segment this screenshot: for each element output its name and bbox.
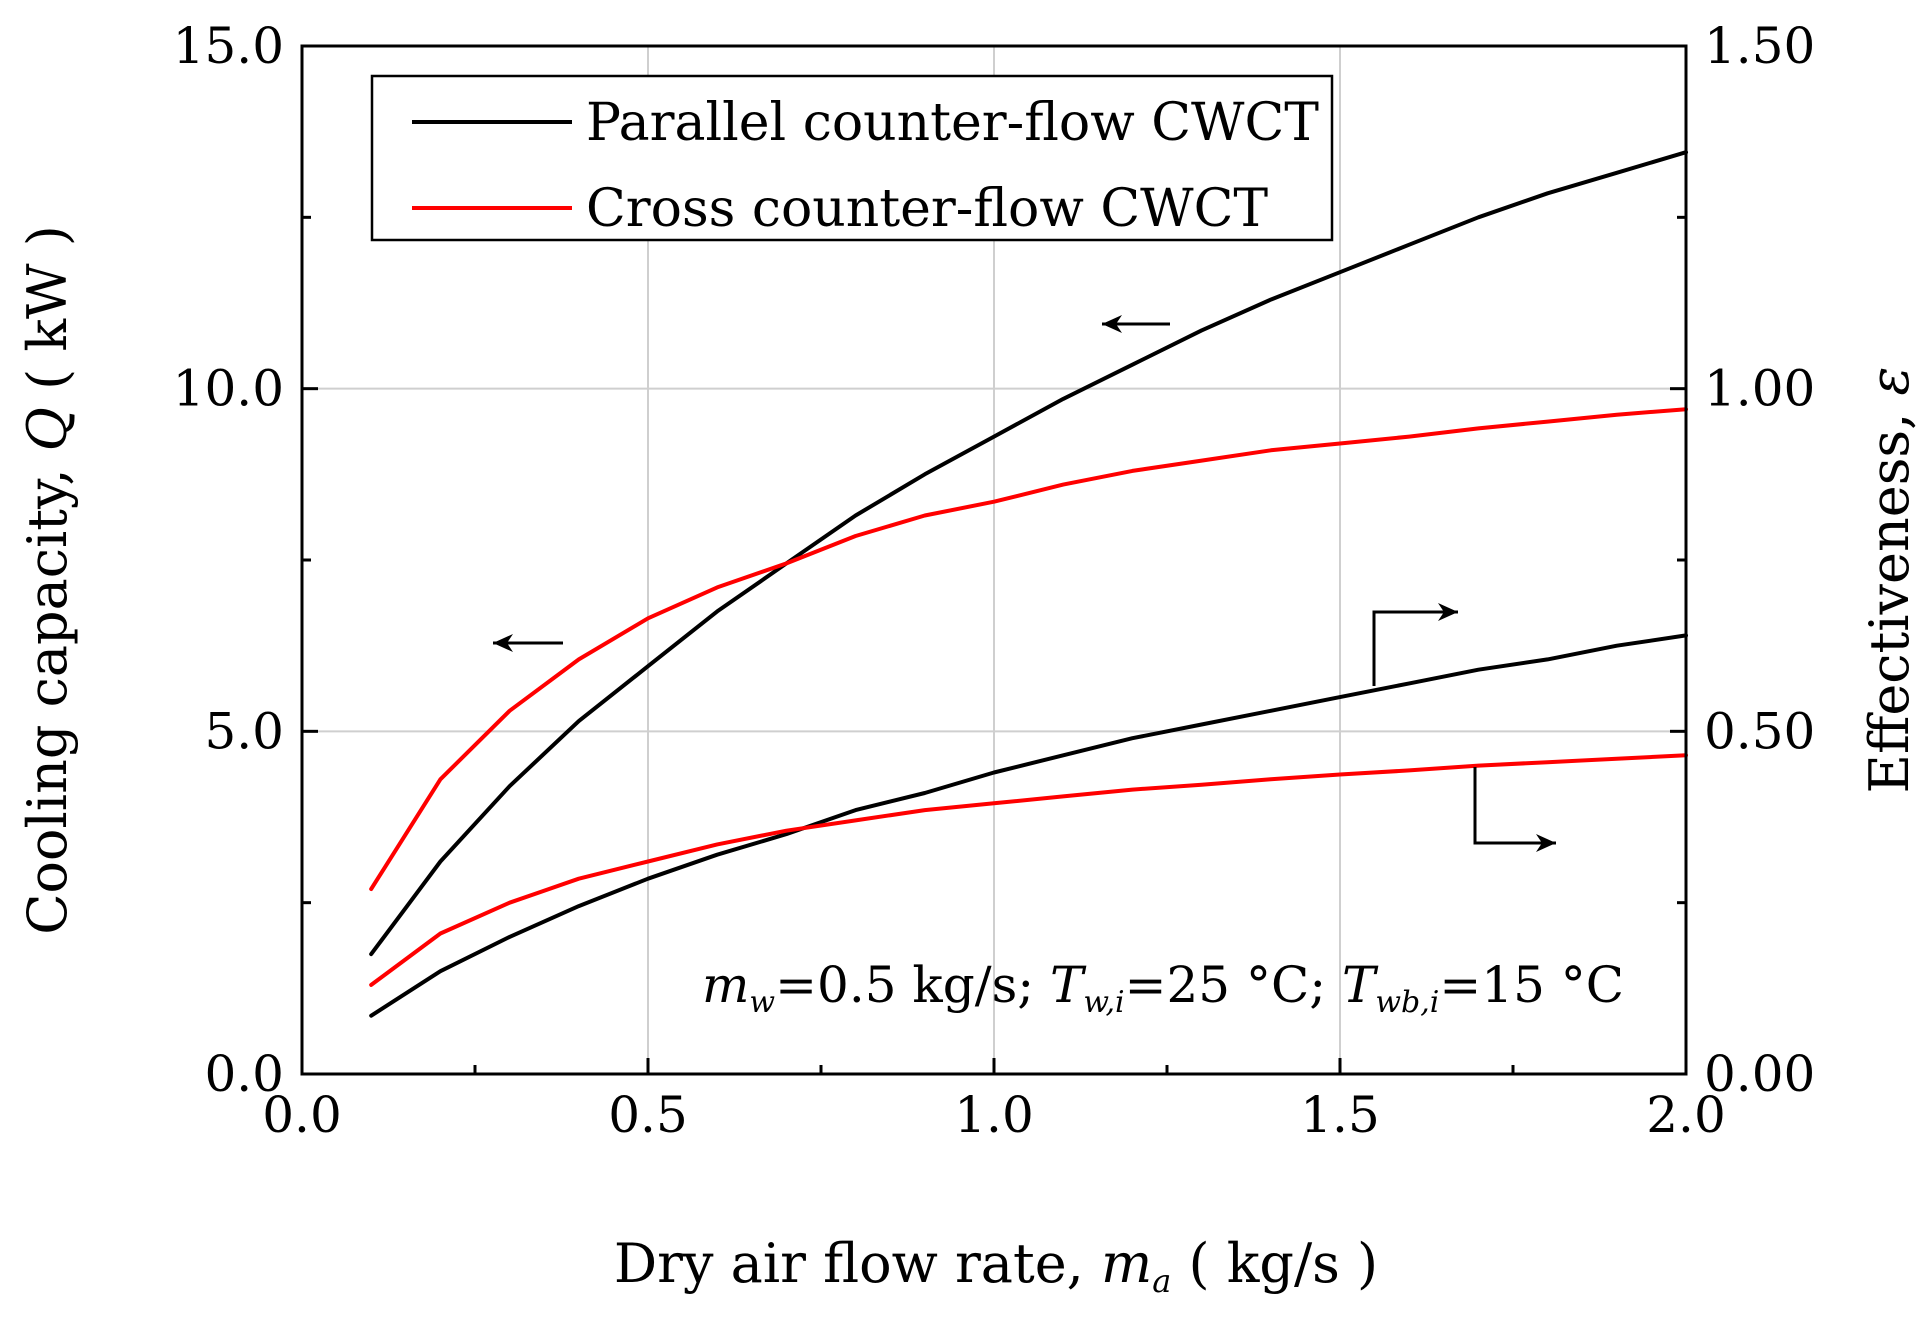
legend-box	[370, 74, 1334, 242]
y-left-tick-label-0: 0.0	[204, 1045, 284, 1103]
y-left-tick-label-2: 10.0	[173, 360, 284, 418]
operating-conditions-annotation: mw=0.5 kg/s; Tw,i=25 °C; Twb,i=15 °C	[702, 956, 1624, 1020]
x-tick-label-3: 1.5	[1300, 1086, 1380, 1144]
y-axis-left-title-prefix: Cooling capacity,	[16, 451, 79, 934]
annot-m-val: =0.5 kg/s;	[775, 956, 1050, 1014]
y-axis-left-title-suffix: ( kW )	[16, 225, 79, 407]
annot-t2-sub: wb,i	[1375, 985, 1439, 1020]
x-tick-label-0: 0.0	[262, 1086, 342, 1144]
y-right-tick-label-1: 0.50	[1704, 702, 1815, 760]
arrow-right-parallel-icon	[1372, 603, 1458, 686]
x-axis-title-sub: a	[1152, 1262, 1171, 1300]
series-line-cross-effectiveness	[369, 753, 1688, 987]
y-axis-right-title-prefix: Effectiveness,	[1858, 396, 1921, 794]
y-axis-left-title: Cooling capacity, Q ( kW )	[16, 225, 79, 935]
y-axis-left-title-var: Q	[16, 407, 79, 451]
series-line-parallel-effectiveness	[369, 633, 1688, 1018]
x-tick-label-4: 2.0	[1646, 1086, 1726, 1144]
series-line-parallel-capacity	[369, 150, 1688, 957]
annot-m-sub: w	[749, 985, 775, 1020]
y-left-tick-label-1: 5.0	[204, 702, 284, 760]
x-axis-title: Dry air flow rate, ma ( kg/s )	[614, 1232, 1378, 1300]
x-tick-label-2: 1.0	[954, 1086, 1034, 1144]
arrow-right-cross-icon	[1473, 767, 1556, 852]
annot-t2-val: =15 °C	[1439, 956, 1624, 1014]
annot-t2: T	[1342, 956, 1379, 1014]
x-tick-label-1: 0.5	[608, 1086, 688, 1144]
arrow-left-parallel-icon	[1102, 315, 1170, 333]
series-line-cross-capacity	[369, 407, 1688, 891]
legend-label-cross: Cross counter-flow CWCT	[586, 179, 1268, 239]
annot-t1-sub: w,i	[1083, 985, 1124, 1020]
indicator-arrows	[493, 315, 1556, 852]
annot-m: m	[702, 956, 749, 1014]
x-axis-title-suffix: ( kg/s )	[1171, 1232, 1378, 1295]
annot-t1: T	[1050, 956, 1087, 1014]
y-right-tick-label-2: 1.00	[1704, 360, 1815, 418]
y-right-tick-label-0: 0.00	[1704, 1045, 1815, 1103]
annot-t1-val: =25 °C;	[1125, 956, 1342, 1014]
y-axis-right-title: Effectiveness, ε	[1858, 367, 1921, 794]
legend: Parallel counter-flow CWCT Cross counter…	[370, 74, 1334, 242]
x-axis-title-var: m	[1101, 1232, 1152, 1295]
ticks: 0.0 0.5 1.0 1.5 2.0 0.0 5.0 10.0 15.0 0.00 0.50 1.0…	[173, 17, 1816, 1144]
series-layer	[369, 150, 1688, 1018]
y-axis-right-title-var: ε	[1858, 367, 1921, 396]
x-axis-title-prefix: Dry air flow rate,	[614, 1232, 1101, 1295]
y-right-tick-label-3: 1.50	[1704, 17, 1815, 75]
y-left-tick-label-3: 15.0	[173, 17, 284, 75]
arrow-left-cross-icon	[493, 634, 563, 652]
legend-label-parallel: Parallel counter-flow CWCT	[586, 93, 1319, 153]
